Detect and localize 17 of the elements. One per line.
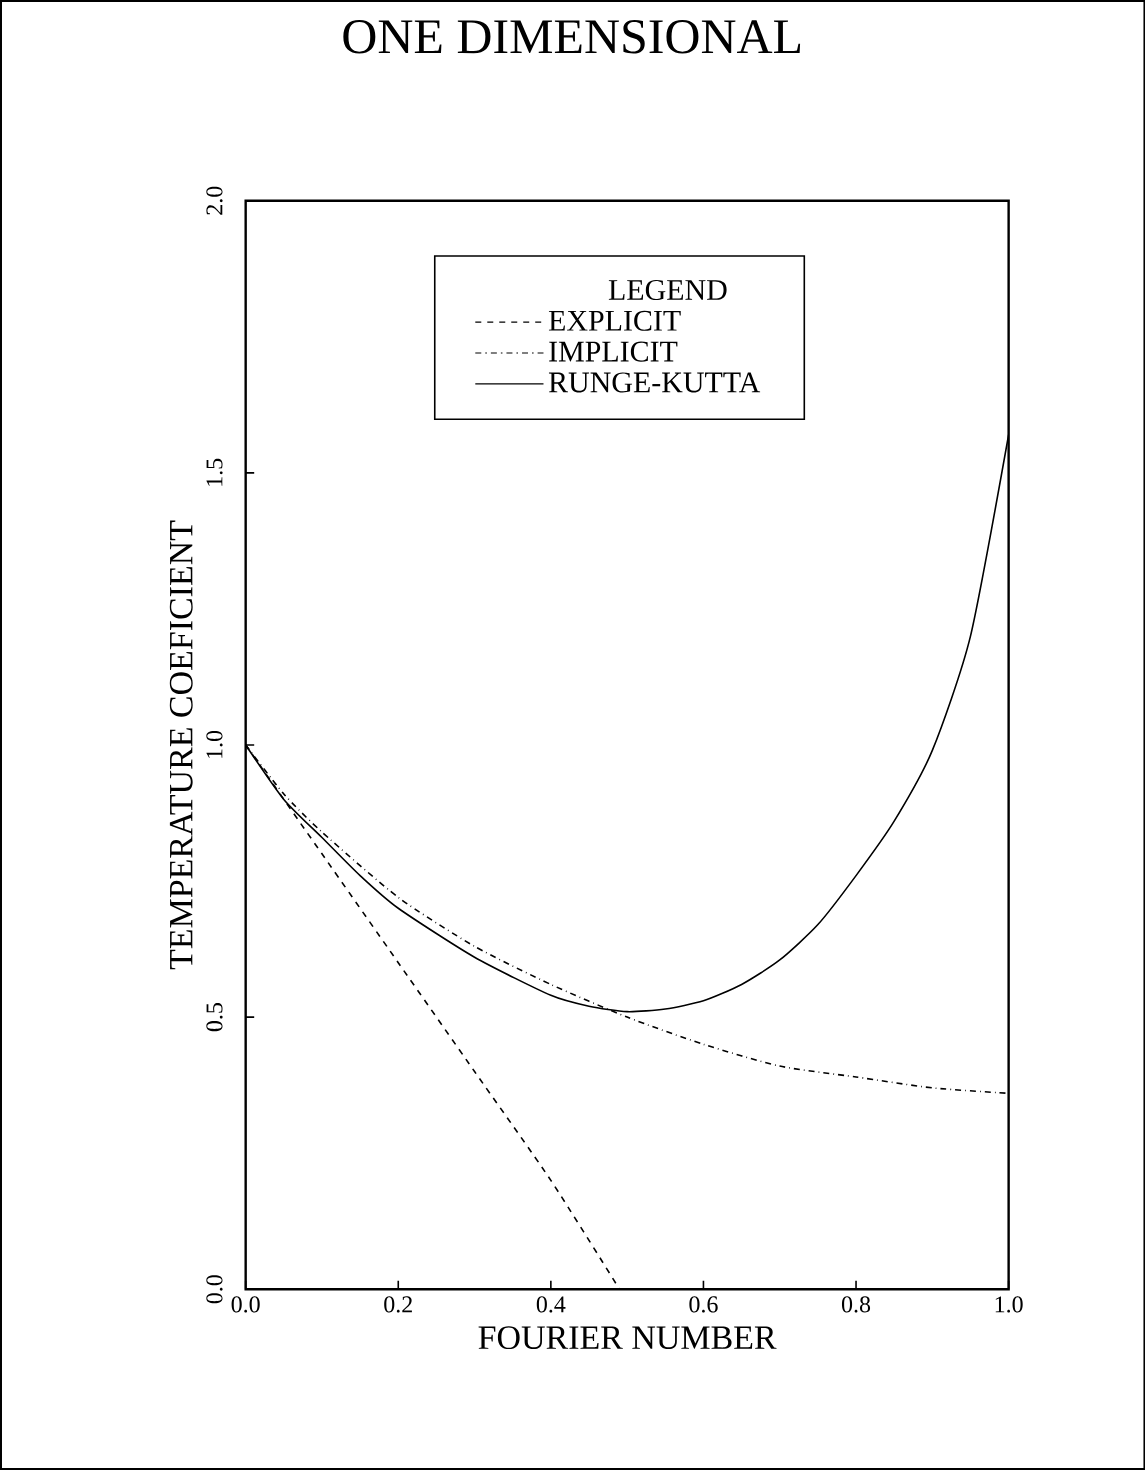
chart-title: ONE DIMENSIONAL: [343, 20, 800, 54]
x-tick-label: 0.2: [383, 1296, 412, 1313]
legend-label: IMPLICIT: [548, 341, 678, 362]
y-tick-label: 1.5: [206, 458, 223, 486]
x-axis-title: FOURIER NUMBER: [478, 1326, 777, 1350]
x-tick-label: 0.0: [231, 1296, 260, 1313]
y-tick-label: 1.0: [206, 730, 223, 758]
legend-label: EXPLICIT: [548, 310, 681, 331]
x-tick-label: 0.8: [841, 1296, 870, 1313]
y-tick-label: 0.5: [206, 1003, 223, 1032]
legend-title: LEGEND: [608, 279, 727, 301]
x-tick-label: 0.4: [536, 1296, 566, 1313]
legend-label: RUNGE-KUTTA: [548, 372, 760, 393]
y-tick-label: 2.0: [206, 186, 223, 215]
x-tick-label: 0.6: [689, 1296, 718, 1313]
x-tick-label: 1.0: [995, 1296, 1023, 1313]
y-axis-title: TEMPERATURE COEFICIENT: [169, 520, 193, 970]
